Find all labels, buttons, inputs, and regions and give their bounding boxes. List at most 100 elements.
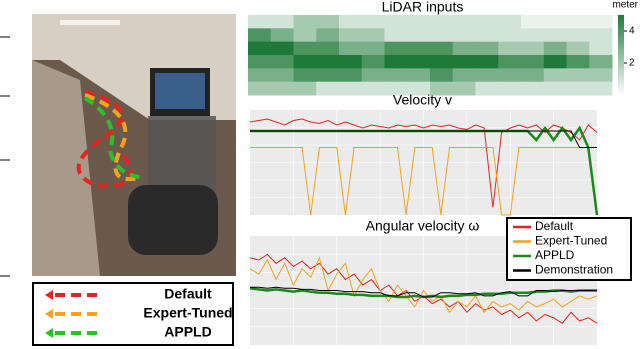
heat-cell [361, 28, 385, 43]
heat-cell [521, 41, 545, 56]
heat-cell [566, 15, 590, 29]
heat-cell [248, 15, 272, 29]
heat-cell [293, 81, 317, 96]
legend-label: Expert-Tuned [143, 305, 232, 321]
heat-cell [339, 41, 363, 56]
heat-cell [589, 28, 613, 43]
heat-cell [248, 81, 272, 96]
heat-cell [430, 15, 454, 29]
heat-cell [589, 55, 613, 69]
heat-cell [452, 28, 476, 43]
heat-cell [566, 55, 590, 69]
heat-cell [543, 81, 567, 96]
heat-cell [521, 81, 545, 96]
colorbar-tick-label: 4 [629, 26, 635, 37]
photo-legend-box [32, 282, 234, 346]
heat-cell [543, 28, 567, 43]
heat-cell [384, 55, 408, 69]
heat-cell [543, 55, 567, 69]
heat-cell [589, 81, 613, 96]
legend-label: APPLD [535, 248, 575, 262]
chart-title: Angular velocity ω [366, 218, 480, 234]
heat-cell [452, 15, 476, 29]
heat-cell [248, 68, 272, 83]
series-line [249, 118, 598, 208]
heat-cell [407, 55, 431, 69]
heat-cell [361, 68, 385, 83]
legend-arrow [45, 309, 53, 319]
heat-cell [521, 28, 545, 43]
heat-cell [521, 55, 545, 69]
heat-cell [293, 68, 317, 83]
series-line [250, 286, 597, 298]
heat-cell [498, 81, 522, 96]
heat-cell [339, 55, 363, 69]
heat-cell [270, 68, 294, 83]
heat-cell [430, 68, 454, 83]
heat-cell [384, 81, 408, 96]
heat-cell [475, 81, 499, 96]
chart-title: LiDAR inputs [382, 0, 464, 15]
heat-cell [566, 81, 590, 96]
heat-cell [339, 28, 363, 43]
heat-cell [543, 68, 567, 83]
heat-cell [475, 15, 499, 29]
colorbar-tick-label: 2 [629, 58, 635, 69]
heat-cell [293, 41, 317, 56]
legend-label: Expert-Tuned [535, 234, 607, 248]
heat-cell [498, 55, 522, 69]
series-line [249, 256, 598, 314]
heat-cell [361, 81, 385, 96]
heat-cell [566, 41, 590, 56]
colorbar [618, 15, 624, 95]
heat-cell [498, 28, 522, 43]
legend-label: Demonstration [535, 263, 613, 277]
heat-cell [248, 28, 272, 43]
legend-label: Default [164, 286, 212, 302]
heat-cell [475, 28, 499, 43]
heat-cell [270, 55, 294, 69]
heat-cell [384, 41, 408, 56]
heat-cell [384, 28, 408, 43]
heat-cell [270, 81, 294, 96]
margin-lines [0, 36, 10, 277]
heat-cell [589, 68, 613, 83]
heat-cell [293, 55, 317, 69]
heat-cell [361, 41, 385, 56]
heat-cell [316, 81, 340, 96]
heat-cell [589, 41, 613, 56]
heat-cell [407, 81, 431, 96]
heat-cell [452, 68, 476, 83]
heat-cell [293, 15, 317, 29]
heat-cell [498, 68, 522, 83]
heat-cell [361, 55, 385, 69]
heat-cell [475, 68, 499, 83]
heat-cell [339, 81, 363, 96]
heat-cell [407, 68, 431, 83]
heat-cell [316, 28, 340, 43]
heat-cell [361, 15, 385, 29]
heat-cell [521, 15, 545, 29]
photo [32, 14, 236, 276]
heat-cell [452, 41, 476, 56]
heat-cell [316, 55, 340, 69]
heat-cell [475, 55, 499, 69]
legend-label: APPLD [164, 324, 211, 340]
heat-cell [430, 55, 454, 69]
heat-cell [521, 68, 545, 83]
heat-cell [384, 68, 408, 83]
heat-cell [384, 15, 408, 29]
heat-cell [566, 68, 590, 83]
heat-cell [407, 28, 431, 43]
heat-cell [316, 15, 340, 29]
legend-arrow [45, 290, 53, 300]
heat-cell [248, 55, 272, 69]
heat-cell [407, 15, 431, 29]
heat-cell [475, 41, 499, 56]
chart-title: Velocity v [393, 92, 452, 108]
heat-cell [248, 41, 272, 56]
heat-cell [430, 81, 454, 96]
heat-cell [270, 15, 294, 29]
heat-cell [589, 15, 613, 29]
